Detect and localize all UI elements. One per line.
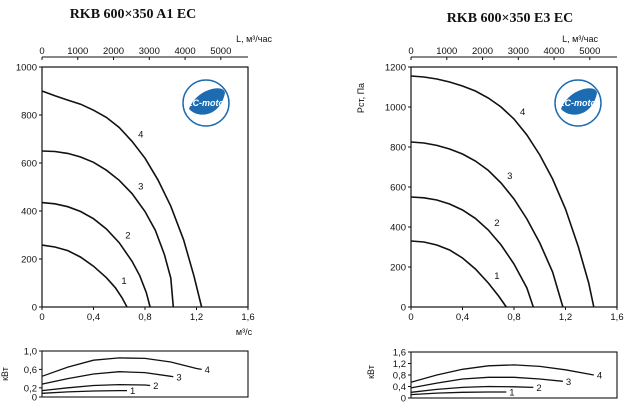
top-tick-label: 0 <box>39 46 44 57</box>
y-tick-label: 200 <box>390 263 406 274</box>
ec-motor-leaf-icon <box>189 88 225 115</box>
curve-4 <box>410 75 595 308</box>
power-curve-2 <box>41 383 151 392</box>
x-tick-label: 0,8 <box>138 312 151 323</box>
power-curve-label-2: 2 <box>536 383 541 394</box>
power-curve-label-1: 1 <box>130 386 135 397</box>
top-tick-label: 1000 <box>67 46 88 57</box>
curve-label-4: 4 <box>138 129 143 140</box>
curve-2 <box>41 201 151 308</box>
power-curve-label-4: 4 <box>205 365 210 376</box>
curve-3 <box>41 150 175 308</box>
power-curve-label-3: 3 <box>176 372 181 383</box>
y-tick-label: 400 <box>390 223 406 234</box>
top-tick-label: 1000 <box>436 46 457 57</box>
y-tick-label: 0 <box>401 303 406 314</box>
power-curve-2 <box>410 385 534 393</box>
ec-motor-text: EC-motor <box>559 98 600 108</box>
x-axis-label: м³/с <box>236 327 253 337</box>
power-curve-1 <box>410 391 507 396</box>
power-tick-label: 0,6 <box>24 365 37 376</box>
curve-label-1: 1 <box>121 276 126 287</box>
y-tick-label: 800 <box>21 111 37 122</box>
power-frame <box>41 350 249 398</box>
ec-motor-leaf-icon <box>561 88 597 115</box>
power-curve-label-4: 4 <box>597 371 602 382</box>
top-tick-label: 4000 <box>543 46 564 57</box>
x-tick-label: 0,8 <box>507 312 520 323</box>
curve-label-3: 3 <box>507 171 512 182</box>
x-tick-label: 0 <box>408 312 413 323</box>
power-tick-label: 1,6 <box>393 348 406 359</box>
power-curve-label-3: 3 <box>566 377 571 388</box>
top-tick-label: 2000 <box>472 46 493 57</box>
power-curve-label-2: 2 <box>153 381 158 392</box>
y-tick-label: 600 <box>390 183 406 194</box>
x-tick-label: 1,2 <box>190 312 203 323</box>
curve-4 <box>41 90 203 308</box>
power-curve-3 <box>410 376 563 389</box>
top-tick-label: 5000 <box>210 46 231 57</box>
top-axis-label: L, м³/час <box>562 34 598 44</box>
power-tick-label: 1,2 <box>393 359 406 370</box>
chart-title: RKB 600×350 E3 EC <box>447 11 574 26</box>
power-curve-1 <box>41 389 127 394</box>
curve-1 <box>41 244 128 308</box>
power-curve-4 <box>41 357 202 377</box>
x-tick-label: 0,4 <box>456 312 469 323</box>
chart-title: RKB 600×350 A1 EC <box>70 7 197 22</box>
y-tick-label: 1000 <box>385 103 406 114</box>
power-tick-label: 0,8 <box>393 371 406 382</box>
curve-label-2: 2 <box>125 231 130 242</box>
ec-motor-text: EC-motor <box>187 98 228 108</box>
power-curve-4 <box>410 364 594 383</box>
y-tick-label: 1000 <box>16 63 37 74</box>
power-tick-label: 0 <box>401 394 406 405</box>
y-tick-label: 0 <box>32 303 37 314</box>
curve-label-1: 1 <box>494 271 499 282</box>
y-axis-label: Рст, Па <box>356 83 366 113</box>
y-tick-label: 600 <box>21 159 37 170</box>
power-y-label: кВт <box>366 365 376 379</box>
top-tick-label: 0 <box>408 46 413 57</box>
power-tick-label: 0 <box>32 393 37 404</box>
y-tick-label: 800 <box>390 143 406 154</box>
curve-label-3: 3 <box>138 182 143 193</box>
power-curve-label-1: 1 <box>509 387 514 398</box>
curve-1 <box>410 240 507 308</box>
curve-label-2: 2 <box>494 218 499 229</box>
top-tick-label: 3000 <box>139 46 160 57</box>
power-curve-3 <box>41 371 174 385</box>
curve-2 <box>410 196 535 308</box>
top-tick-label: 2000 <box>103 46 124 57</box>
top-tick-label: 4000 <box>174 46 195 57</box>
power-y-label: кВт <box>0 367 10 381</box>
x-tick-label: 0 <box>39 312 44 323</box>
top-tick-label: 5000 <box>579 46 600 57</box>
y-tick-label: 400 <box>21 207 37 218</box>
power-tick-label: 0,4 <box>393 382 406 393</box>
y-tick-label: 1200 <box>385 63 406 74</box>
x-tick-label: 1,6 <box>610 312 623 323</box>
top-tick-label: 3000 <box>508 46 529 57</box>
power-tick-label: 1,0 <box>24 347 37 358</box>
power-tick-label: 0,2 <box>24 383 37 394</box>
y-tick-label: 200 <box>21 255 37 266</box>
top-axis-label: L, м³/час <box>236 34 272 44</box>
x-tick-label: 0,4 <box>87 312 100 323</box>
curve-3 <box>410 141 564 308</box>
x-tick-label: 1,2 <box>559 312 572 323</box>
x-tick-label: 1,6 <box>241 312 254 323</box>
curve-label-4: 4 <box>520 107 525 118</box>
